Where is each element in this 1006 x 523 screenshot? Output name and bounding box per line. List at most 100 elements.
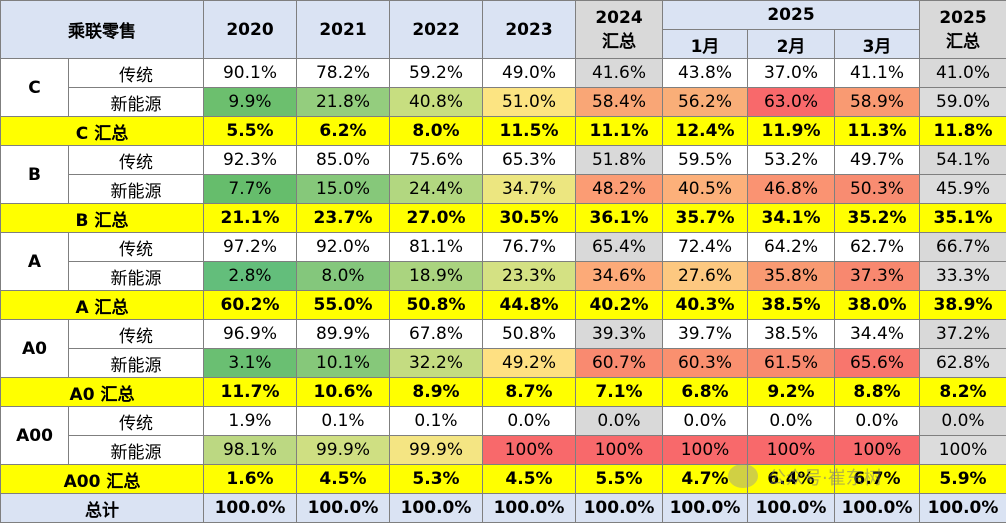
traditional-share-cell: 76.7% [483, 233, 576, 262]
nev-share-cell: 27.6% [663, 262, 748, 291]
segment-share-cell: 38.0% [835, 291, 920, 320]
segment-share-cell: 8.8% [835, 378, 920, 407]
total-cell: 100.0% [297, 494, 390, 523]
nev-share-cell: 100% [483, 436, 576, 465]
nev-share-cell: 34.6% [576, 262, 663, 291]
total-cell: 100.0% [663, 494, 748, 523]
segment-share-cell: 6.8% [663, 378, 748, 407]
segment-share-cell: 40.2% [576, 291, 663, 320]
traditional-share-cell: 0.0% [483, 407, 576, 436]
col-jan: 1月 [663, 30, 748, 59]
total-cell: 100.0% [390, 494, 483, 523]
segment-share-cell: 38.9% [920, 291, 1006, 320]
traditional-share-cell: 97.2% [204, 233, 297, 262]
row-label-nev: 新能源 [69, 88, 204, 117]
row-label-nev: 新能源 [69, 349, 204, 378]
nev-share-cell: 33.3% [920, 262, 1006, 291]
segment-share-cell: 5.9% [920, 465, 1006, 494]
traditional-share-cell: 75.6% [390, 146, 483, 175]
segment-share-cell: 8.2% [920, 378, 1006, 407]
traditional-share-cell: 38.5% [748, 320, 835, 349]
nev-share-cell: 15.0% [297, 175, 390, 204]
segment-share-cell: 1.6% [204, 465, 297, 494]
segment-share-cell: 7.1% [576, 378, 663, 407]
segment-share-cell: 60.2% [204, 291, 297, 320]
row-label-traditional: 传统 [69, 59, 204, 88]
segment-share-cell: 12.4% [663, 117, 748, 146]
total-cell: 100.0% [204, 494, 297, 523]
nev-share-cell: 65.6% [835, 349, 920, 378]
segment-share-cell: 9.2% [748, 378, 835, 407]
row-label-traditional: 传统 [69, 320, 204, 349]
nev-share-cell: 100% [748, 436, 835, 465]
traditional-share-cell: 0.1% [297, 407, 390, 436]
traditional-share-cell: 81.1% [390, 233, 483, 262]
row-label-nev: 新能源 [69, 436, 204, 465]
nev-share-cell: 62.8% [920, 349, 1006, 378]
segment-share-cell: 8.7% [483, 378, 576, 407]
nev-share-cell: 61.5% [748, 349, 835, 378]
segment-share-cell: 8.9% [390, 378, 483, 407]
row-label-nev: 新能源 [69, 262, 204, 291]
traditional-share-cell: 39.3% [576, 320, 663, 349]
col-feb: 2月 [748, 30, 835, 59]
traditional-share-cell: 34.4% [835, 320, 920, 349]
segment-label: A00 [1, 407, 69, 465]
row-label-traditional: 传统 [69, 233, 204, 262]
traditional-share-cell: 51.8% [576, 146, 663, 175]
traditional-share-cell: 49.7% [835, 146, 920, 175]
segment-share-cell: 44.8% [483, 291, 576, 320]
nev-share-cell: 24.4% [390, 175, 483, 204]
segment-share-cell: 5.5% [576, 465, 663, 494]
segment-share-cell: 21.1% [204, 204, 297, 233]
nev-share-cell: 37.3% [835, 262, 920, 291]
col-2025-summary: 2025 汇总 [920, 1, 1006, 59]
segment-share-cell: 36.1% [576, 204, 663, 233]
segment-share-cell: 11.9% [748, 117, 835, 146]
nev-share-cell: 40.5% [663, 175, 748, 204]
traditional-share-cell: 1.9% [204, 407, 297, 436]
segment-share-cell: 8.0% [390, 117, 483, 146]
total-cell: 100.0% [748, 494, 835, 523]
total-cell: 100.0% [576, 494, 663, 523]
segment-share-cell: 11.3% [835, 117, 920, 146]
col-2024-summary: 2024 汇总 [576, 1, 663, 59]
col-2025-group: 2025 [663, 1, 920, 30]
traditional-share-cell: 92.0% [297, 233, 390, 262]
traditional-share-cell: 50.8% [483, 320, 576, 349]
segment-share-cell: 55.0% [297, 291, 390, 320]
nev-share-cell: 100% [835, 436, 920, 465]
traditional-share-cell: 0.0% [748, 407, 835, 436]
traditional-share-cell: 41.6% [576, 59, 663, 88]
traditional-share-cell: 0.0% [920, 407, 1006, 436]
traditional-share-cell: 43.8% [663, 59, 748, 88]
segment-label: A [1, 233, 69, 291]
segment-share-cell: 4.5% [483, 465, 576, 494]
traditional-share-cell: 59.5% [663, 146, 748, 175]
segment-share-cell: 35.7% [663, 204, 748, 233]
row-label-traditional: 传统 [69, 407, 204, 436]
segment-share-cell: 38.5% [748, 291, 835, 320]
traditional-share-cell: 62.7% [835, 233, 920, 262]
nev-share-cell: 99.9% [297, 436, 390, 465]
segment-share-cell: 34.1% [748, 204, 835, 233]
row-label-traditional: 传统 [69, 146, 204, 175]
traditional-share-cell: 37.0% [748, 59, 835, 88]
nev-share-cell: 51.0% [483, 88, 576, 117]
segment-share-cell: 6.7% [835, 465, 920, 494]
nev-share-cell: 18.9% [390, 262, 483, 291]
traditional-share-cell: 0.0% [835, 407, 920, 436]
segment-share-cell: 40.3% [663, 291, 748, 320]
summary-label: A00 汇总 [1, 465, 204, 494]
total-cell: 100.0% [835, 494, 920, 523]
